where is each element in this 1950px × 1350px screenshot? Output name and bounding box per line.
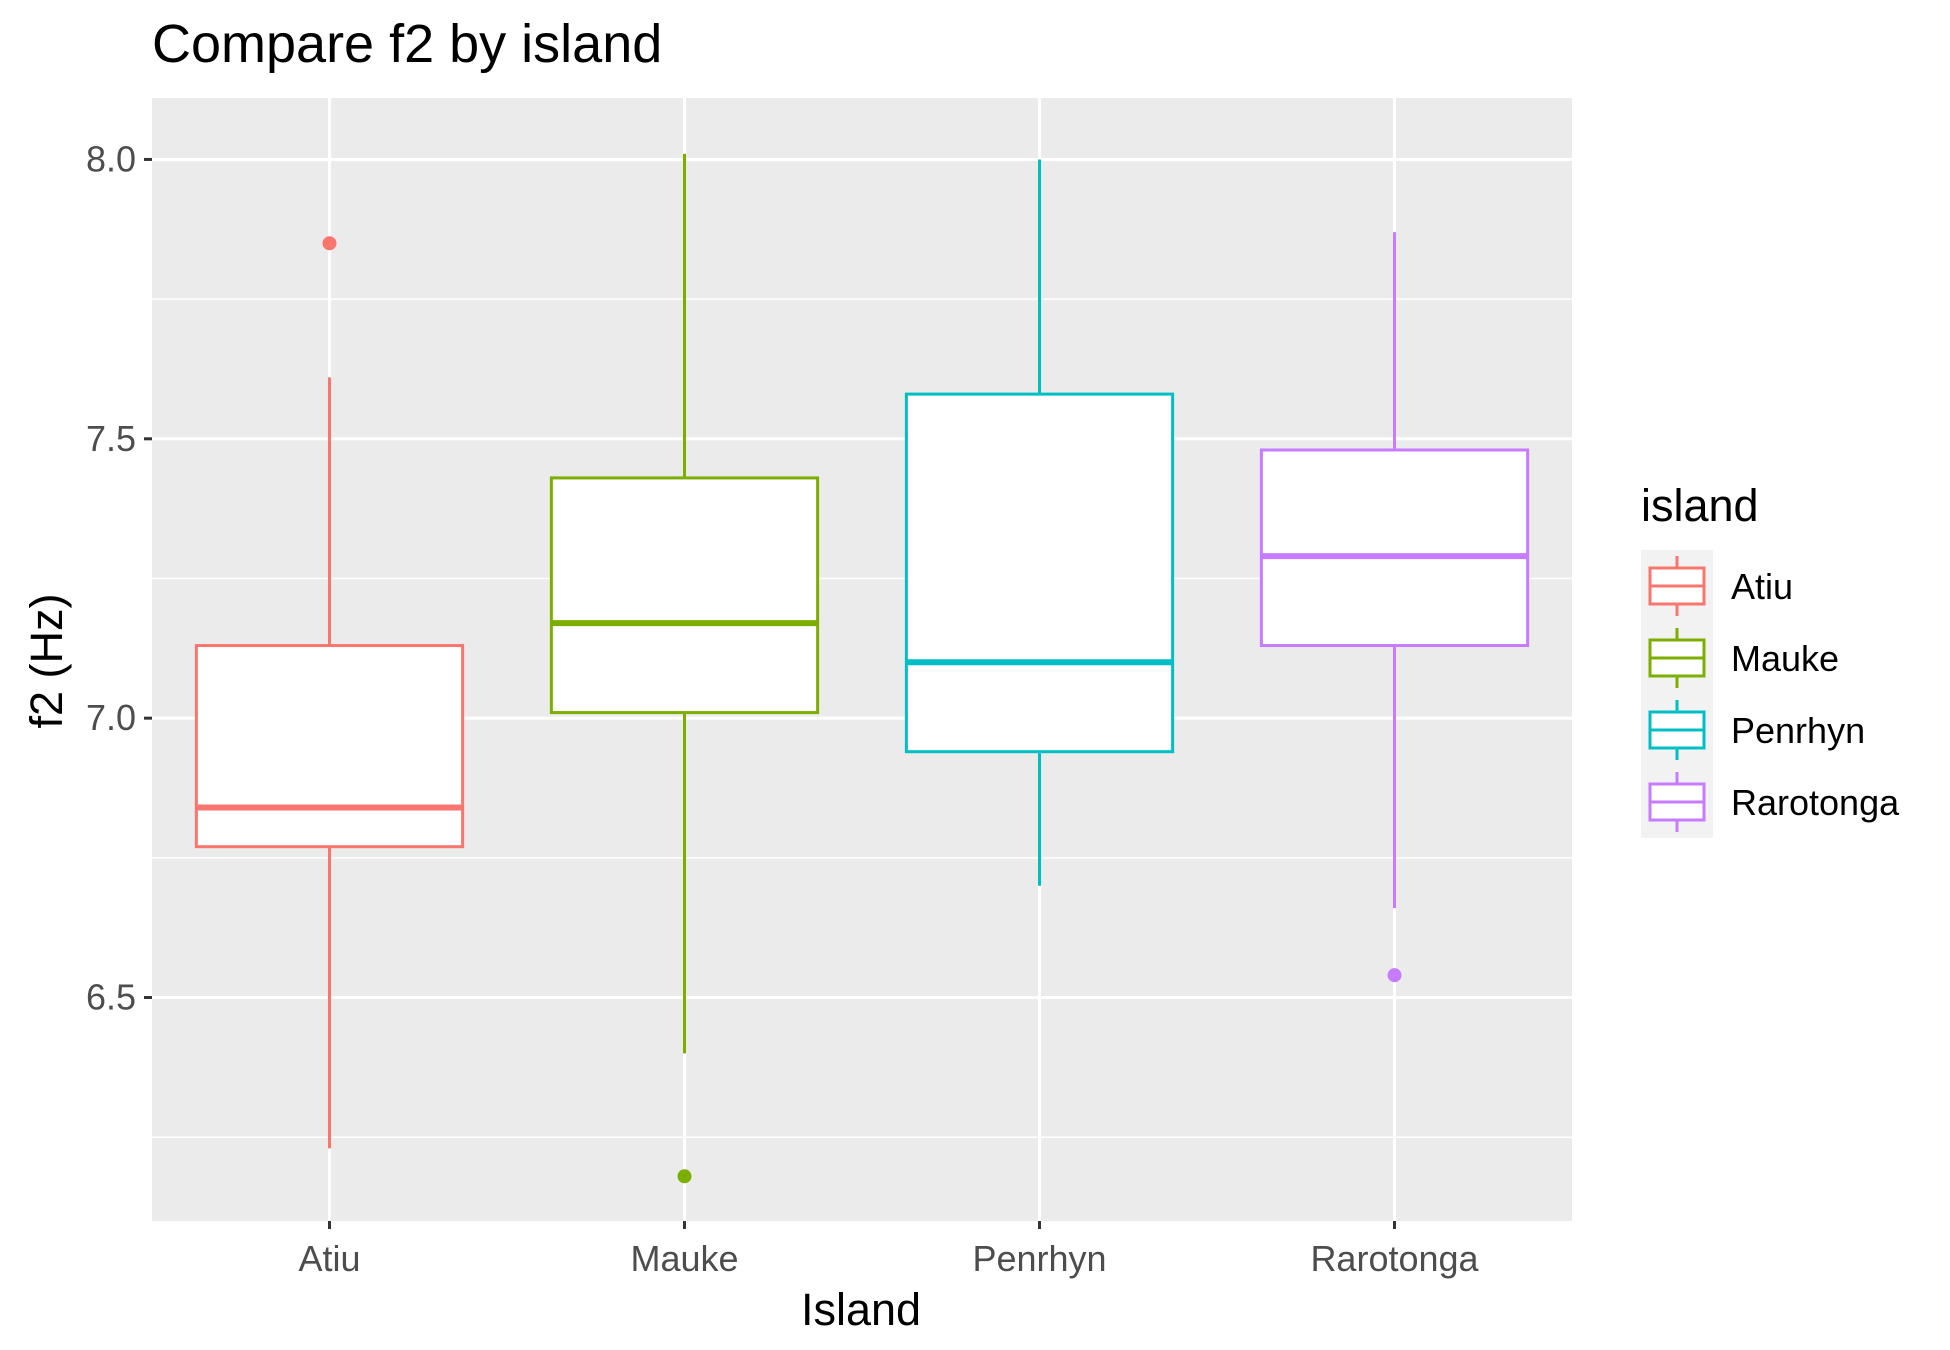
outlier-point [322, 236, 337, 251]
legend-label: Atiu [1731, 566, 1793, 607]
x-tick-label: Mauke [630, 1238, 738, 1279]
legend-item-rarotonga: Rarotonga [1641, 766, 1900, 838]
outlier-point [677, 1169, 692, 1184]
y-tick-label: 7.5 [86, 418, 136, 459]
box-rarotonga [1259, 232, 1530, 983]
box-mauke [549, 153, 820, 1184]
y-tick-label: 7.0 [86, 697, 136, 738]
x-tick-label: Penrhyn [972, 1238, 1106, 1279]
legend-label: Rarotonga [1731, 782, 1900, 823]
x-axis-title: Island [801, 1284, 921, 1335]
legend-item-mauke: Mauke [1641, 622, 1839, 694]
box-body [1259, 448, 1530, 648]
plot-area: 6.5 7.0 7.5 8.0 Atiu Mauke Penrhyn Rarotonga [86, 98, 1572, 1279]
box-body [904, 392, 1175, 754]
legend-label: Mauke [1731, 638, 1839, 679]
y-tick-label: 6.5 [86, 977, 136, 1018]
legend-item-atiu: Atiu [1641, 550, 1793, 622]
outlier-point [1387, 968, 1402, 983]
legend-item-penrhyn: Penrhyn [1641, 694, 1865, 766]
legend-label: Penrhyn [1731, 710, 1865, 751]
box-body [194, 644, 465, 849]
y-axis-title: f2 (Hz) [21, 594, 72, 729]
y-tick-label: 8.0 [86, 138, 136, 179]
legend: Atiu Mauke Penrhyn Rarotonga [1641, 550, 1900, 838]
legend-title: island [1641, 480, 1759, 531]
chart-title: Compare f2 by island [152, 14, 662, 74]
x-tick-label: Rarotonga [1310, 1238, 1479, 1279]
x-tick-label: Atiu [298, 1238, 360, 1279]
box-atiu [194, 236, 465, 1149]
box-penrhyn [904, 159, 1175, 886]
box-body [549, 476, 820, 715]
